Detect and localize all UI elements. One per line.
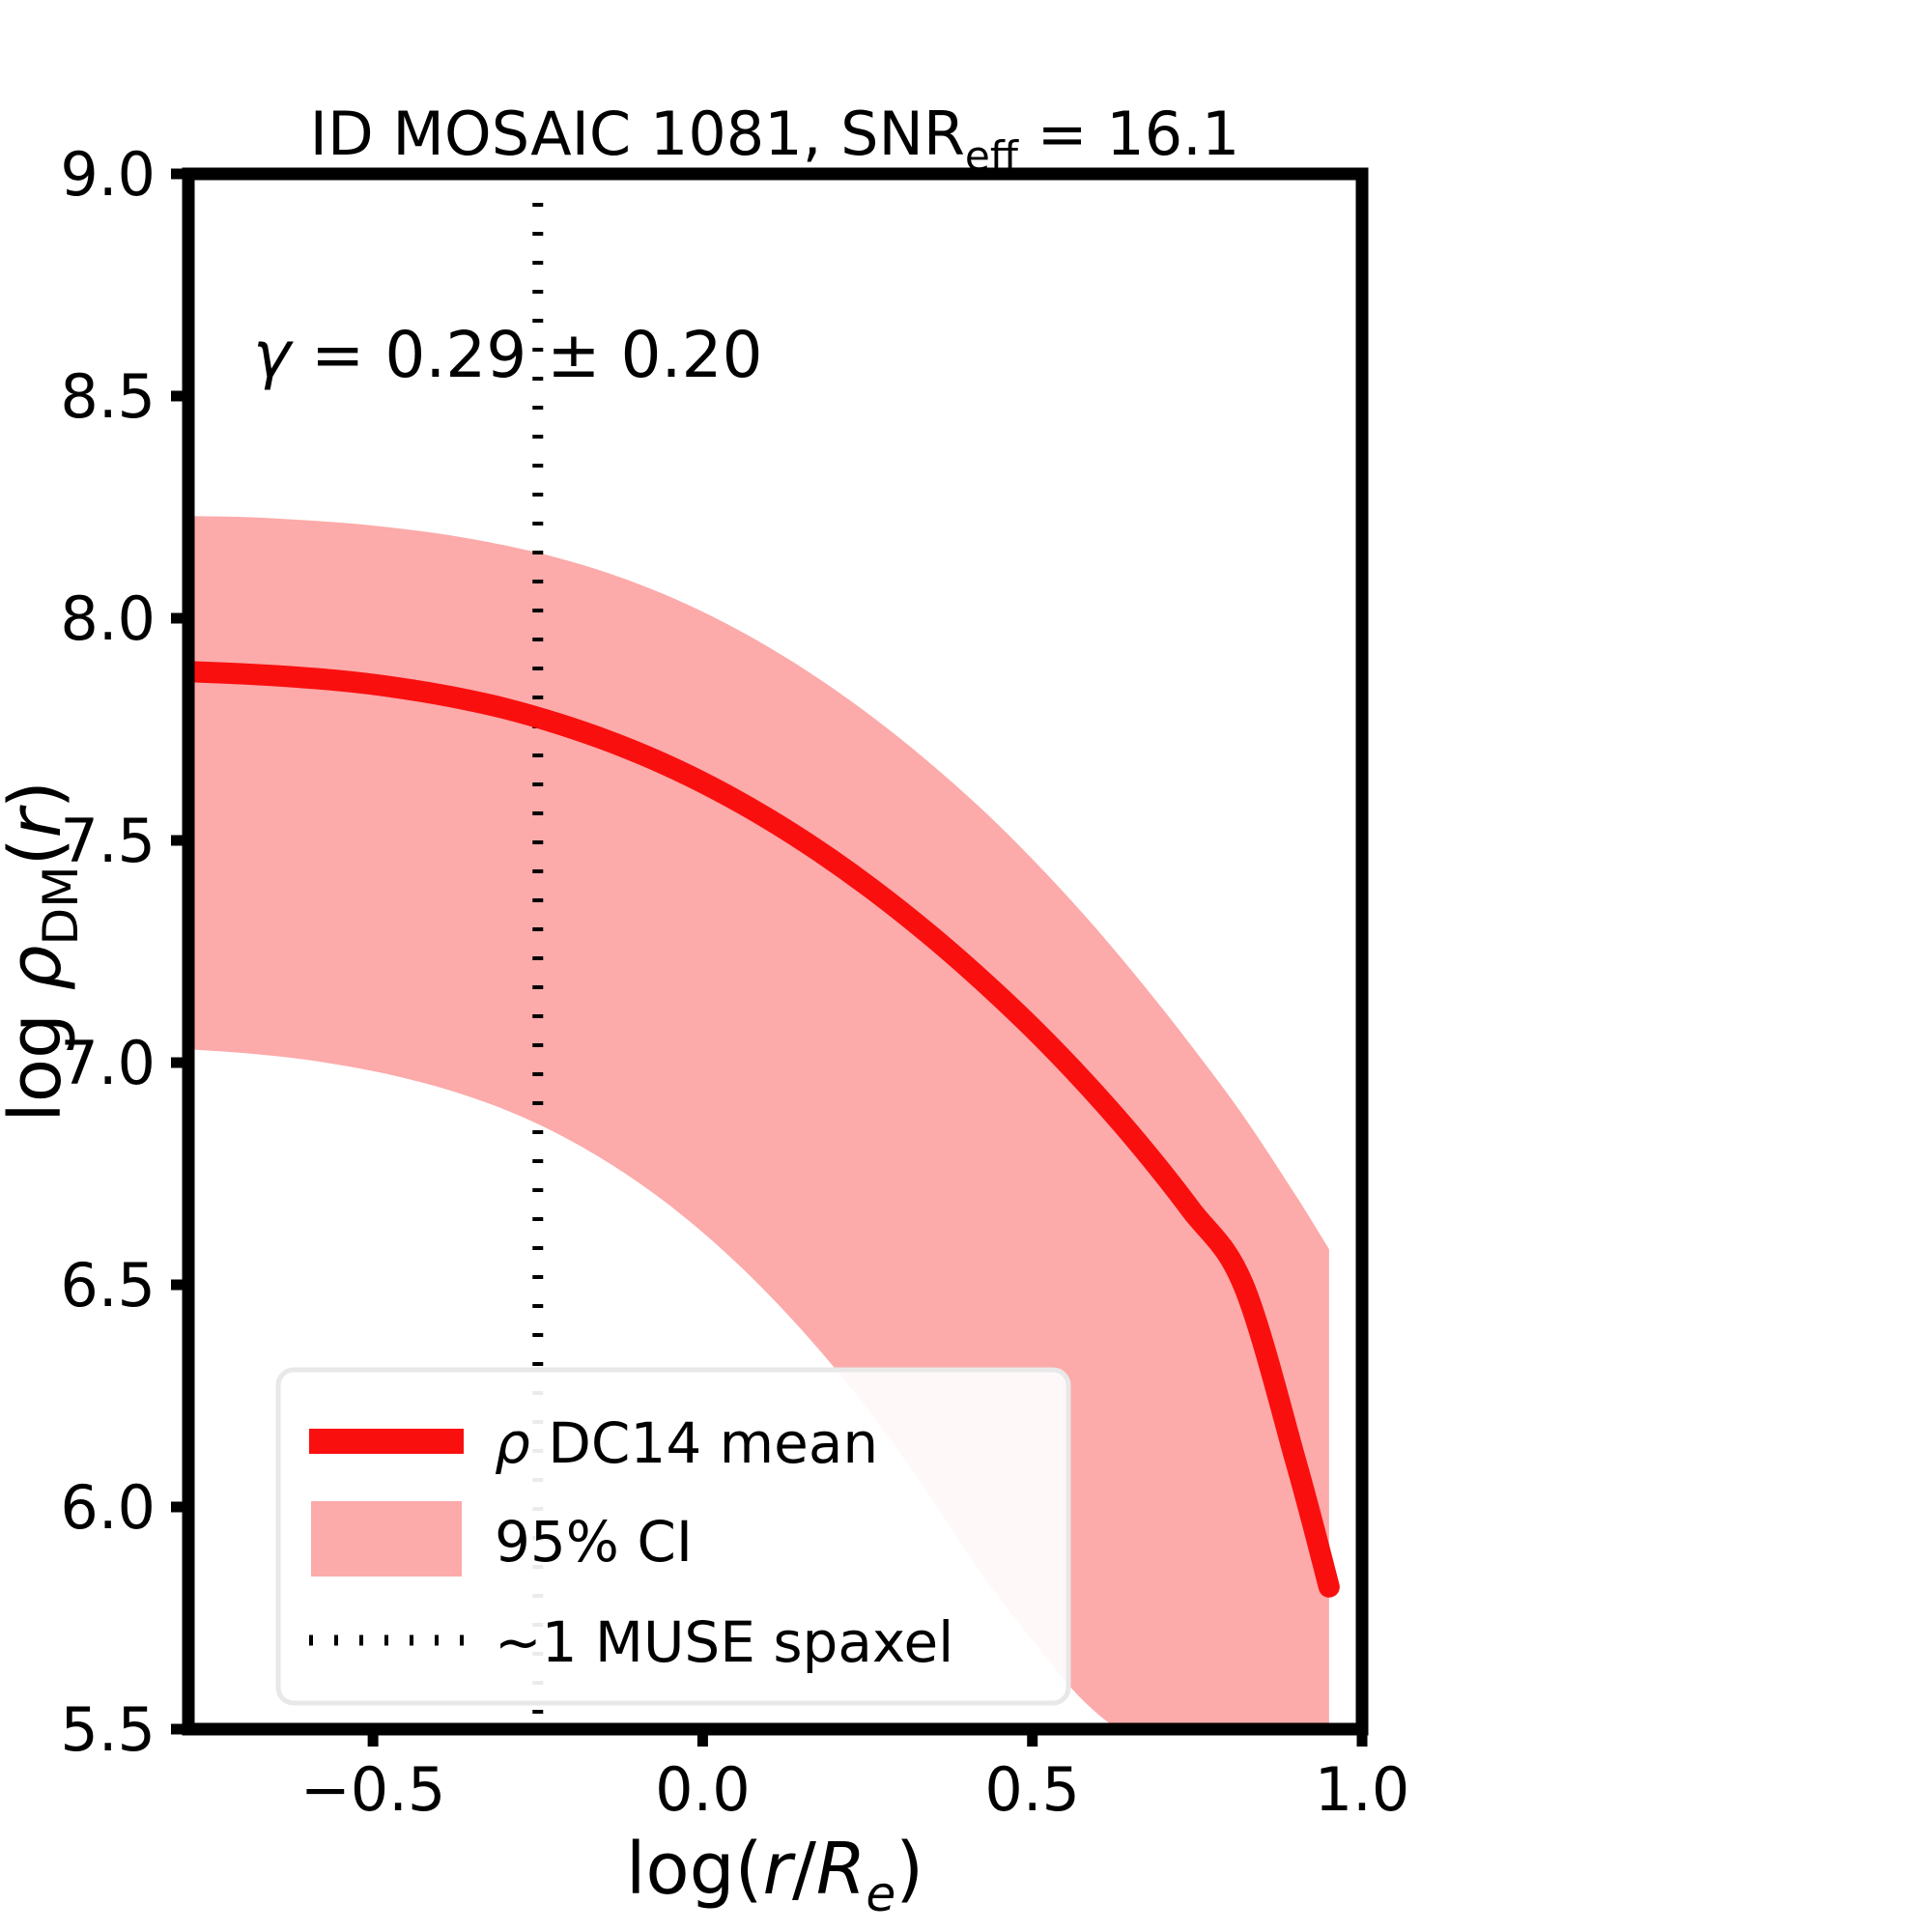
x-tick-label: 0.0 xyxy=(655,1754,751,1825)
y-axis-title: log ρDM(r) xyxy=(0,781,89,1122)
x-title-e: e xyxy=(866,1865,895,1922)
gamma-annotation-value: = 0.29 ± 0.20 xyxy=(291,318,762,392)
chart-title-subscript: eff xyxy=(965,132,1019,180)
y-tick-label: 6.5 xyxy=(60,1250,156,1321)
y-tick-label: 6.0 xyxy=(60,1472,156,1543)
x-title-R: R xyxy=(816,1828,866,1911)
legend-label-mean: ρ DC14 mean xyxy=(495,1410,878,1476)
x-axis-title: log(r/Re) xyxy=(626,1828,923,1922)
legend-item-mean[interactable]: ρ DC14 mean xyxy=(309,1410,878,1476)
y-title-open: ( xyxy=(0,838,77,866)
dc14-mean-line xyxy=(188,661,1340,1598)
x-title-slash: / xyxy=(792,1828,816,1911)
x-title-r: r xyxy=(763,1828,797,1911)
y-tick-label: 5.5 xyxy=(60,1694,156,1765)
legend-swatch-ci-patch xyxy=(311,1501,462,1577)
y-tick-label: 7.0 xyxy=(60,1028,156,1098)
legend-item-spaxel[interactable]: ~1 MUSE spaxel xyxy=(309,1609,953,1675)
legend-item-ci[interactable]: 95% CI xyxy=(311,1501,693,1577)
legend-box xyxy=(275,1367,1071,1706)
y-title-r: r xyxy=(0,804,77,838)
chart-title: ID MOSAIC 1081, SNReff = 16.1 xyxy=(310,99,1240,180)
y-axis-ticks: 5.5 6.0 6.5 7.0 7.5 8.0 8.5 9.0 xyxy=(60,139,188,1765)
x-title-close: ) xyxy=(895,1828,923,1911)
y-title-dm: DM xyxy=(32,866,89,945)
x-axis-ticks: −0.5 0.0 0.5 1.0 xyxy=(300,1729,1409,1825)
x-tick-label: 1.0 xyxy=(1315,1754,1410,1825)
y-title-log: log xyxy=(0,990,77,1122)
y-tick-label: 8.5 xyxy=(60,361,156,432)
legend-label-ci: 95% CI xyxy=(495,1509,693,1575)
gamma-annotation: γ = 0.29 ± 0.20 xyxy=(253,318,763,392)
x-tick-label: 0.5 xyxy=(984,1754,1080,1825)
y-tick-label: 9.0 xyxy=(60,139,156,210)
y-tick-label: 8.0 xyxy=(60,583,156,654)
chart-title-prefix: ID MOSAIC 1081, SNR xyxy=(310,99,965,169)
legend-label-spaxel: ~1 MUSE spaxel xyxy=(495,1609,953,1675)
x-title-log: log( xyxy=(626,1828,763,1911)
legend[interactable]: ρ DC14 mean 95% CI ~1 MUSE spaxel xyxy=(275,1367,1071,1706)
y-tick-label: 7.5 xyxy=(60,806,156,876)
x-tick-label: −0.5 xyxy=(300,1754,446,1825)
y-title-rho: ρ xyxy=(0,945,77,990)
y-title-close: ) xyxy=(0,781,77,809)
chart-title-suffix: = 16.1 xyxy=(1018,99,1239,169)
axes-spines xyxy=(182,167,1369,1736)
